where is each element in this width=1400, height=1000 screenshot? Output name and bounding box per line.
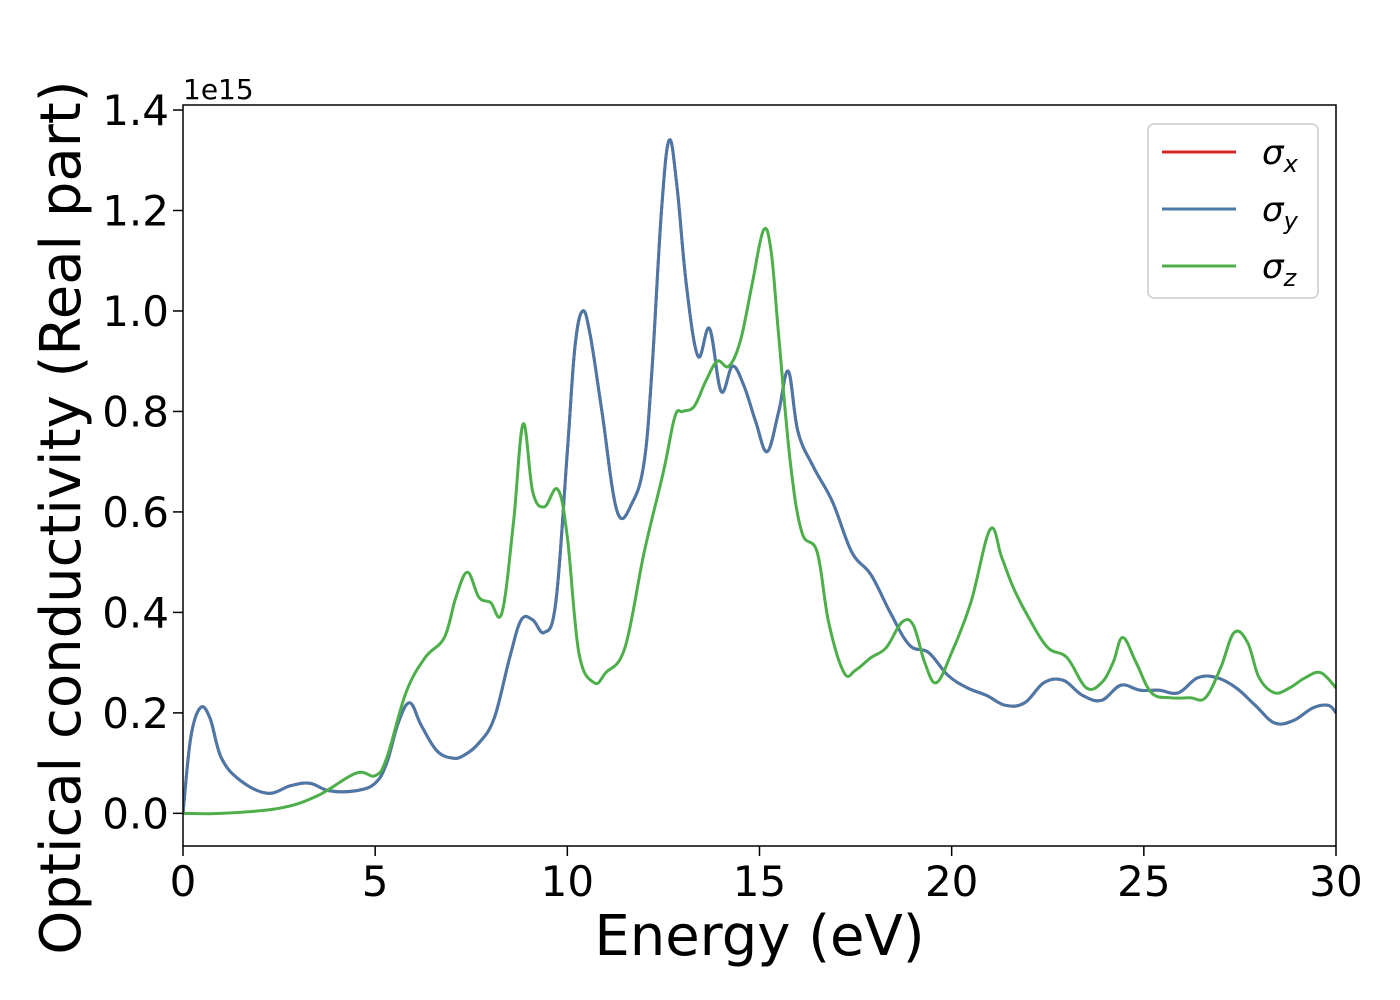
x-tick-label: 15 bbox=[733, 857, 786, 906]
y-axis-ticks: 0.0 0.2 0.4 0.6 0.8 1.0 1.2 1.4 bbox=[102, 86, 183, 838]
y-tick-label: 0.4 bbox=[102, 588, 169, 637]
legend-label-z: σz bbox=[1262, 247, 1298, 292]
series-layer bbox=[183, 138, 1336, 816]
x-axis-ticks: 0 5 10 15 20 25 30 bbox=[170, 846, 1363, 906]
y-tick-label: 1.2 bbox=[102, 186, 169, 235]
legend-subscript: x bbox=[1283, 150, 1299, 178]
y-tick-label: 0.6 bbox=[102, 488, 169, 537]
x-tick-label: 0 bbox=[170, 857, 197, 906]
legend-label-y: σy bbox=[1262, 190, 1299, 235]
x-tick-label: 30 bbox=[1309, 857, 1362, 906]
y-tick-label: 0.8 bbox=[102, 387, 169, 436]
y-tick-label: 1.4 bbox=[102, 86, 169, 135]
x-tick-label: 5 bbox=[362, 857, 389, 906]
x-tick-label: 20 bbox=[925, 857, 978, 906]
x-tick-label: 10 bbox=[541, 857, 594, 906]
y-axis-title: Optical conductivity (Real part) bbox=[29, 80, 94, 954]
y-offset-text: 1e15 bbox=[183, 73, 254, 106]
legend-symbol: σ bbox=[1262, 190, 1285, 230]
legend-symbol: σ bbox=[1262, 133, 1285, 173]
series-line-z bbox=[183, 226, 1336, 816]
x-tick-label: 25 bbox=[1117, 857, 1170, 906]
legend-frame bbox=[1147, 123, 1319, 299]
series-line-y bbox=[183, 138, 1336, 814]
y-tick-label: 1.0 bbox=[102, 287, 169, 336]
legend-label-x: σx bbox=[1262, 133, 1299, 178]
legend-subscript: z bbox=[1283, 264, 1298, 292]
x-axis-title: Energy (eV) bbox=[594, 904, 924, 969]
legend-symbol: σ bbox=[1262, 247, 1285, 287]
legend-subscript: y bbox=[1283, 207, 1299, 235]
y-tick-label: 0.2 bbox=[102, 689, 169, 738]
y-tick-label: 0.0 bbox=[102, 789, 169, 838]
